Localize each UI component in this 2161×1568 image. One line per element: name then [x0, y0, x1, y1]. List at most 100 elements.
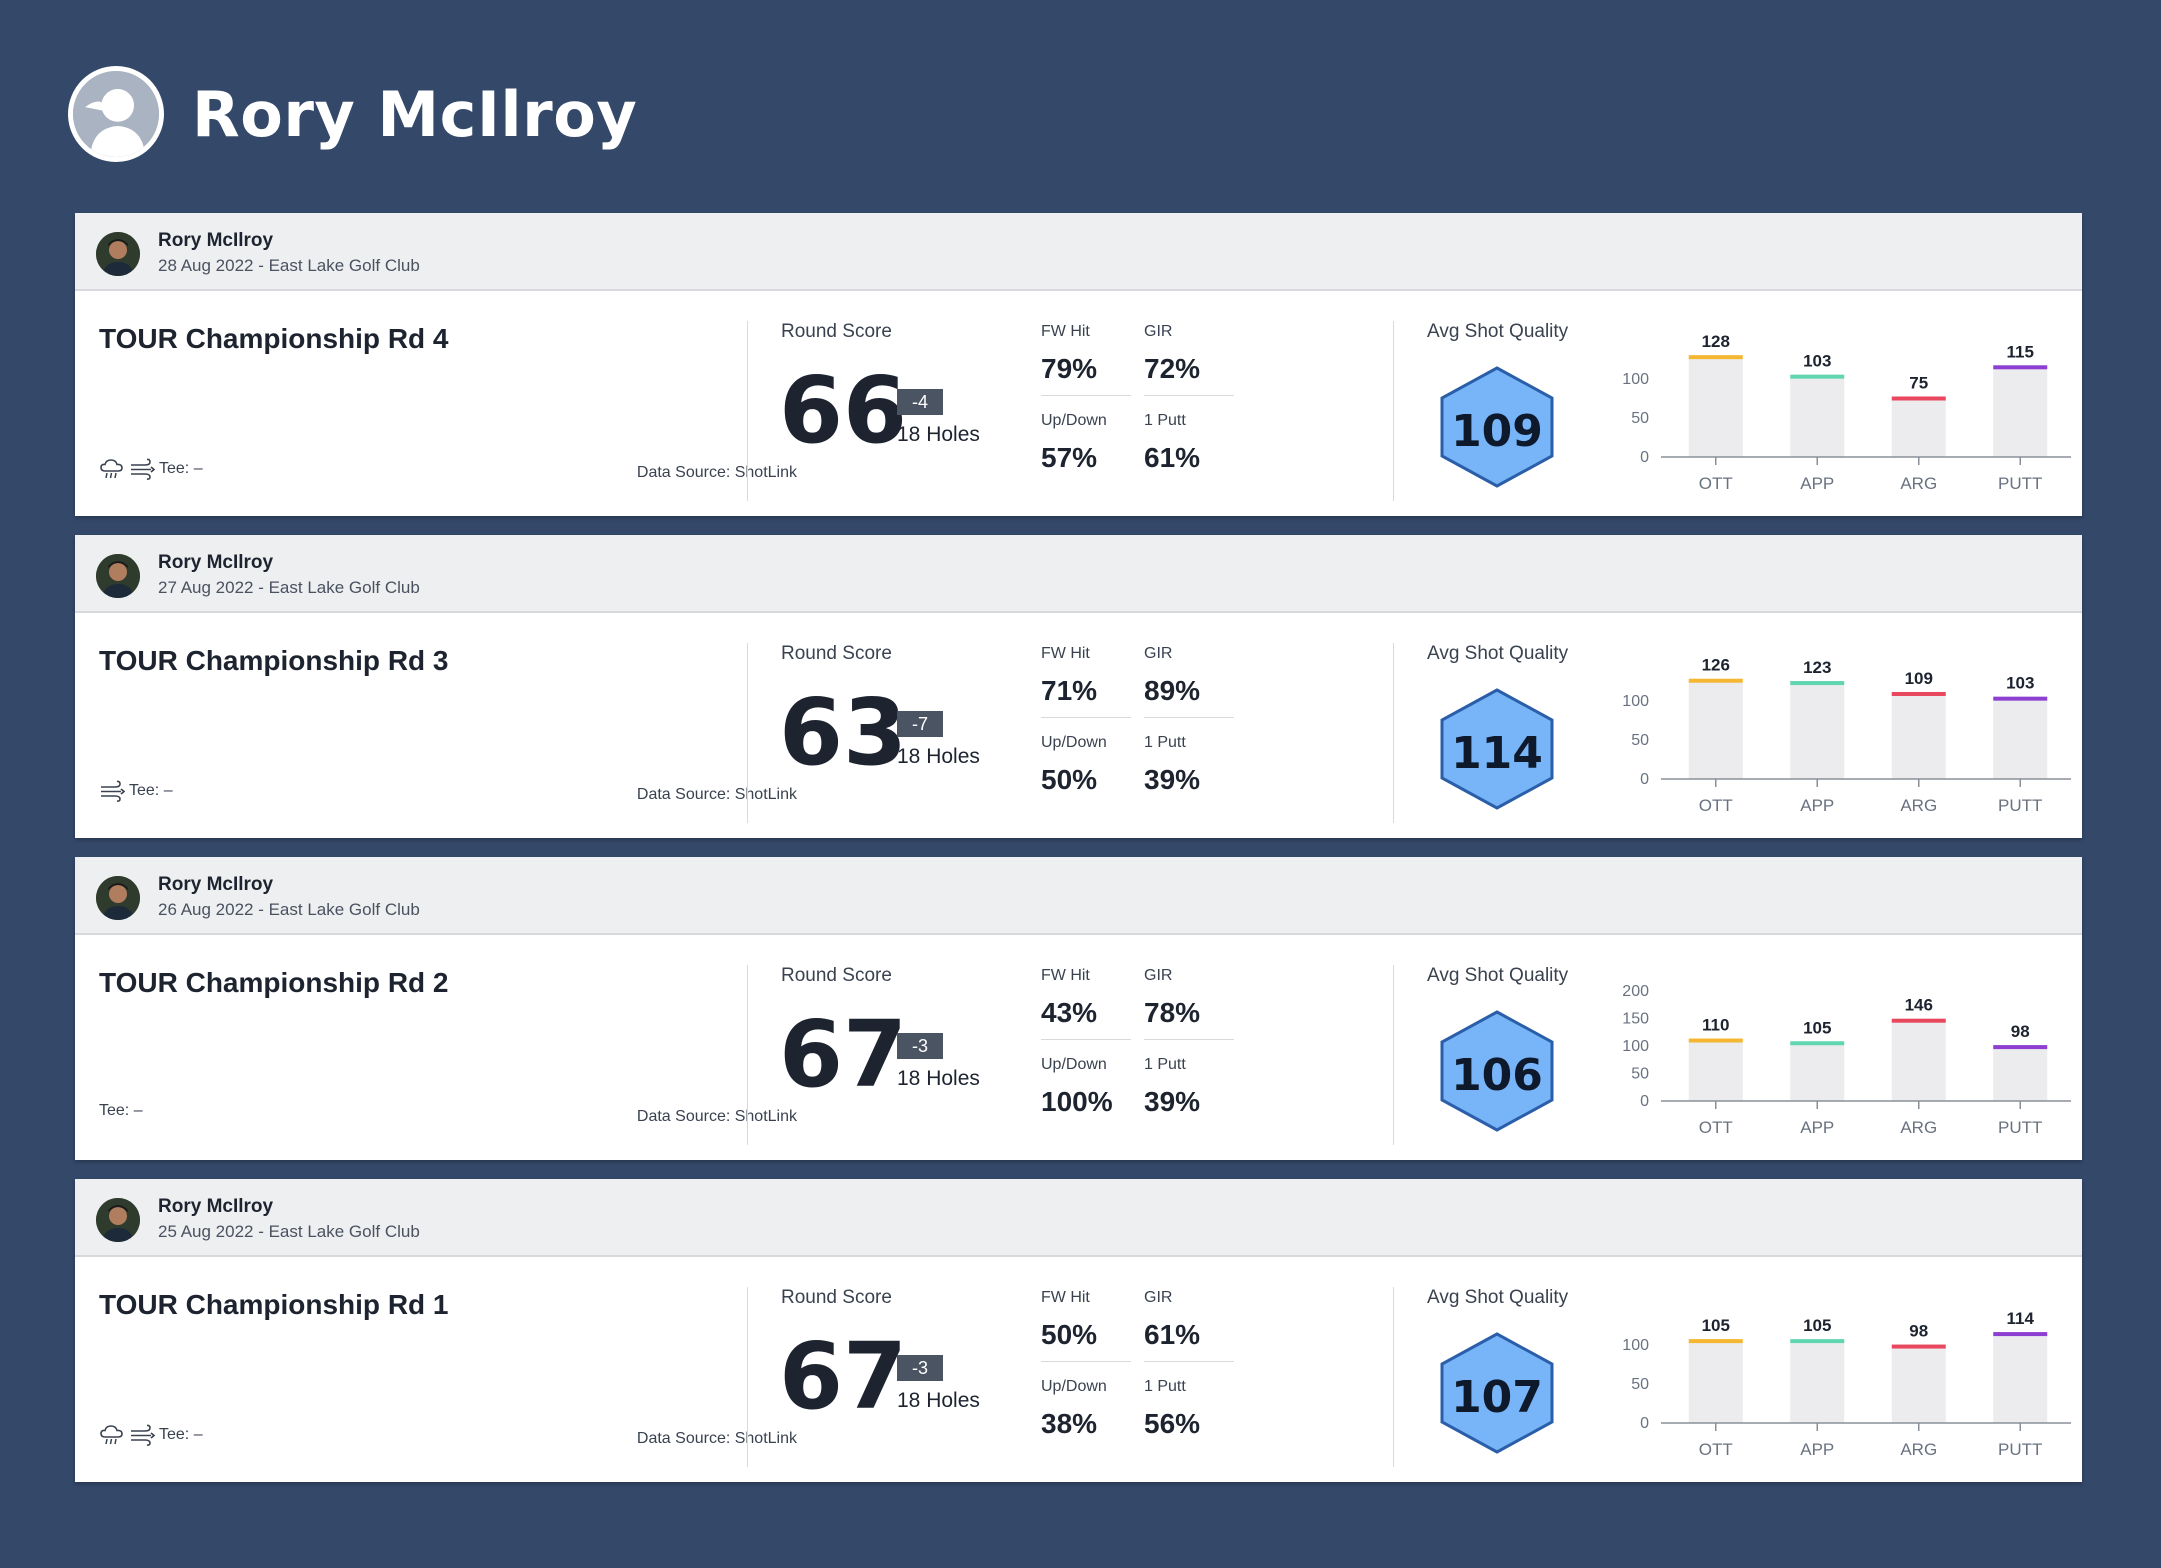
- bar-putt: [1993, 1334, 2048, 1423]
- player-avatar: [68, 66, 164, 162]
- round-title[interactable]: TOUR Championship Rd 2: [99, 967, 449, 998]
- bar-top-line-putt: [1993, 1332, 2048, 1337]
- shot-quality-chart: 0 50 100 150 200 110 OTT 105 APP 146 ARG 98 PUTT: [1622, 983, 2071, 1137]
- x-tick-label: OTT: [1699, 474, 1733, 493]
- x-tick-label: OTT: [1699, 796, 1733, 815]
- one-putt-value: 61%: [1144, 442, 1201, 473]
- stat-divider: [1144, 717, 1234, 718]
- round-title[interactable]: TOUR Championship Rd 4: [99, 323, 449, 354]
- round-card-header: Rory McIlroy 27 Aug 2022 - East Lake Gol…: [75, 535, 2082, 613]
- round-score-label: Round Score: [781, 965, 892, 986]
- fw-hit-label: FW Hit: [1041, 1289, 1090, 1306]
- one-putt-label: 1 Putt: [1144, 412, 1186, 429]
- bar-arg: [1891, 1346, 1946, 1423]
- gir-value: 61%: [1144, 1319, 1201, 1350]
- x-tick-label: ARG: [1900, 474, 1937, 493]
- avg-shot-quality-value: 107: [1451, 1372, 1543, 1423]
- x-tick-label: APP: [1800, 1118, 1834, 1137]
- stat-divider: [1041, 1039, 1131, 1040]
- bar-app: [1790, 683, 1845, 779]
- bar-ott: [1688, 1040, 1743, 1101]
- round-card[interactable]: Rory McIlroy 25 Aug 2022 - East Lake Gol…: [75, 1179, 2082, 1482]
- gir-label: GIR: [1144, 323, 1173, 340]
- bar-value-label: 123: [1803, 658, 1831, 677]
- one-putt-value: 39%: [1144, 764, 1201, 795]
- bar-ott: [1688, 357, 1743, 457]
- y-tick-label: 50: [1631, 410, 1649, 427]
- bar-top-line-arg: [1891, 1018, 1946, 1023]
- fw-hit-value: 71%: [1041, 675, 1098, 706]
- wind-icon: [99, 780, 126, 802]
- up-down-value: 38%: [1041, 1408, 1098, 1439]
- bar-arg: [1891, 693, 1946, 779]
- to-par-badge: -7: [897, 711, 943, 737]
- up-down-label: Up/Down: [1041, 1056, 1107, 1073]
- gir-label: GIR: [1144, 967, 1173, 984]
- gir-value: 78%: [1144, 997, 1201, 1028]
- conditions-row: Tee: –: [99, 1102, 143, 1120]
- bar-value-label: 115: [2007, 342, 2034, 361]
- round-score-label: Round Score: [781, 643, 892, 664]
- player-photo: [96, 1198, 140, 1242]
- bar-value-label: 110: [1702, 1016, 1729, 1035]
- y-tick-label: 50: [1631, 732, 1649, 749]
- round-card[interactable]: Rory McIlroy 27 Aug 2022 - East Lake Gol…: [75, 535, 2082, 838]
- gir-value: 72%: [1144, 353, 1201, 384]
- bar-arg: [1891, 398, 1946, 457]
- rain-cloud-icon: [99, 458, 125, 480]
- avg-shot-quality-label: Avg Shot Quality: [1427, 643, 1569, 664]
- hexagon-badge-icon: [1438, 365, 1556, 489]
- gir-label: GIR: [1144, 645, 1173, 662]
- gir-value: 89%: [1144, 675, 1201, 706]
- y-tick-label: 100: [1622, 371, 1649, 388]
- round-card-header: Rory McIlroy 25 Aug 2022 - East Lake Gol…: [75, 1179, 2082, 1257]
- x-tick-label: APP: [1800, 474, 1834, 493]
- x-tick-label: APP: [1800, 1440, 1834, 1459]
- bar-top-line-putt: [1993, 696, 2048, 701]
- data-source: Data Source: ShotLink: [636, 1430, 797, 1447]
- avg-shot-quality-label: Avg Shot Quality: [1427, 1287, 1569, 1308]
- round-score: 63: [779, 679, 908, 786]
- tee-label: Tee: –: [159, 1426, 203, 1443]
- bar-top-line-app: [1790, 1339, 1845, 1344]
- bar-top-line-app: [1790, 681, 1845, 686]
- y-tick-label: 150: [1622, 1011, 1649, 1028]
- y-tick-label: 100: [1622, 1337, 1649, 1354]
- round-title[interactable]: TOUR Championship Rd 1: [99, 1289, 449, 1320]
- fw-hit-label: FW Hit: [1041, 645, 1090, 662]
- bar-value-label: 146: [1905, 996, 1933, 1015]
- up-down-label: Up/Down: [1041, 1378, 1107, 1395]
- round-card[interactable]: Rory McIlroy 28 Aug 2022 - East Lake Gol…: [75, 213, 2082, 516]
- divider: [747, 965, 748, 1145]
- header-date-course: 28 Aug 2022 - East Lake Golf Club: [158, 256, 420, 275]
- y-tick-label: 200: [1622, 983, 1649, 1000]
- bar-top-line-ott: [1688, 1339, 1743, 1344]
- divider: [747, 321, 748, 501]
- holes-label: 18 Holes: [897, 423, 980, 446]
- up-down-value: 50%: [1041, 764, 1098, 795]
- to-par-badge: -3: [897, 1355, 943, 1381]
- bar-value-label: 103: [1803, 352, 1831, 371]
- fw-hit-value: 43%: [1041, 997, 1098, 1028]
- player-photo: [96, 232, 140, 276]
- fw-hit-label: FW Hit: [1041, 967, 1090, 984]
- x-tick-label: PUTT: [1998, 474, 2042, 493]
- holes-label: 18 Holes: [897, 1389, 980, 1412]
- page-header: Rory McIlroy: [68, 62, 637, 166]
- data-source: Data Source: ShotLink: [636, 1108, 797, 1125]
- y-tick-label: 0: [1640, 1415, 1649, 1432]
- round-score-label: Round Score: [781, 321, 892, 342]
- holes-label: 18 Holes: [897, 745, 980, 768]
- one-putt-value: 56%: [1144, 1408, 1201, 1439]
- y-tick-label: 0: [1640, 1093, 1649, 1110]
- stat-divider: [1144, 1039, 1234, 1040]
- avg-shot-quality-value: 114: [1451, 728, 1543, 779]
- x-tick-label: OTT: [1699, 1118, 1733, 1137]
- x-tick-label: OTT: [1699, 1440, 1733, 1459]
- bar-value-label: 103: [2006, 674, 2034, 693]
- wind-icon: [129, 1424, 156, 1446]
- to-par-badge: -4: [897, 389, 943, 415]
- round-card[interactable]: Rory McIlroy 26 Aug 2022 - East Lake Gol…: [75, 857, 2082, 1160]
- round-title[interactable]: TOUR Championship Rd 3: [99, 645, 449, 676]
- hexagon-badge-icon: [1438, 687, 1556, 811]
